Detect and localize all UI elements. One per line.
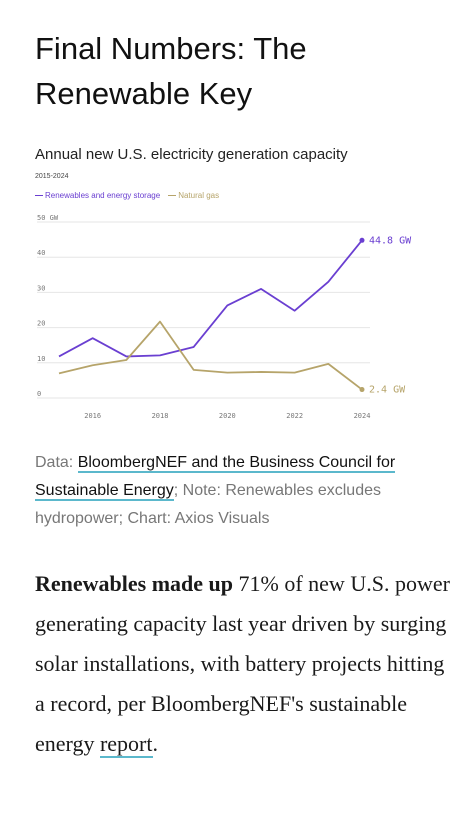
series-end-label: 2.4 GW bbox=[369, 385, 406, 396]
series-end-label: 44.8 GW bbox=[369, 235, 412, 246]
legend-swatch-renewables bbox=[35, 194, 43, 197]
x-tick-label: 2022 bbox=[286, 412, 303, 420]
x-tick-label: 2018 bbox=[152, 412, 169, 420]
y-tick-label: 10 bbox=[37, 355, 45, 363]
y-tick-label: 50 GW bbox=[37, 214, 59, 222]
chart-title: Annual new U.S. electricity generation c… bbox=[35, 146, 348, 163]
x-tick-label: 2024 bbox=[354, 412, 371, 420]
article-paragraph: Renewables made up 71% of new U.S. power… bbox=[35, 564, 455, 764]
report-link[interactable]: report bbox=[99, 731, 153, 758]
y-tick-label: 0 bbox=[37, 390, 41, 398]
legend-label-renewables: Renewables and energy storage bbox=[45, 191, 161, 200]
line-chart: 0 10 20 30 40 50 GW 2016 2018 2020 2022 2024 44.8 G… bbox=[37, 214, 412, 420]
headline: Final Numbers: The Renewable Key bbox=[35, 26, 455, 116]
x-tick-label: 2016 bbox=[84, 412, 101, 420]
paragraph-text: 71% of new U.S. power generating capacit… bbox=[35, 571, 450, 756]
y-tick-label: 20 bbox=[37, 320, 45, 328]
chart-credit: Data: BloombergNEF and the Business Coun… bbox=[35, 449, 455, 533]
headline-line-1: Final Numbers: The bbox=[35, 31, 307, 66]
series-end-point bbox=[359, 237, 365, 243]
legend-swatch-gas bbox=[168, 194, 177, 197]
series-line bbox=[58, 239, 363, 358]
paragraph-end: . bbox=[152, 731, 159, 756]
y-tick-label: 30 bbox=[37, 284, 45, 292]
chart-subtitle: 2015-2024 bbox=[35, 173, 69, 180]
credit-source-link[interactable]: BloombergNEF and the Business Council fo… bbox=[35, 454, 396, 501]
y-tick-label: 40 bbox=[37, 249, 45, 257]
series-line bbox=[58, 320, 363, 391]
headline-line-2: Renewable Key bbox=[35, 76, 253, 111]
x-tick-label: 2020 bbox=[219, 412, 236, 420]
chart-legend: Renewables and energy storage Natural ga… bbox=[35, 191, 219, 200]
credit-suffix: ; Note: Renewables excludes hydropower; … bbox=[35, 482, 381, 527]
legend-label-gas: Natural gas bbox=[178, 191, 220, 200]
legend-item-gas: Natural gas bbox=[168, 191, 219, 200]
paragraph-bold-lead: Renewables made up bbox=[35, 571, 234, 596]
credit-prefix: Data: bbox=[35, 454, 78, 471]
series-end-point bbox=[359, 387, 365, 393]
legend-item-renewables: Renewables and energy storage bbox=[35, 191, 160, 200]
